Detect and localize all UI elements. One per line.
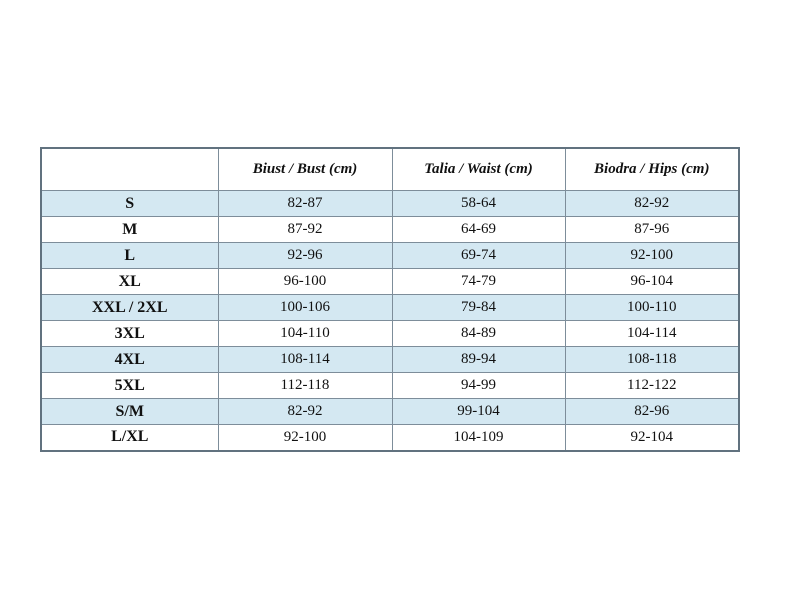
size-label-cell: 3XL xyxy=(40,320,219,347)
bust-value-cell: 100-106 xyxy=(217,294,393,321)
table-row: 3XL 104-110 84-89 104-114 xyxy=(40,320,740,347)
bust-value-cell: 96-100 xyxy=(217,268,393,295)
hips-value-cell: 100-110 xyxy=(564,294,740,321)
waist-value-cell: 79-84 xyxy=(391,294,566,321)
bust-value-cell: 82-87 xyxy=(217,190,393,217)
bust-value-cell: 82-92 xyxy=(217,398,393,425)
header-hips-cell: Biodra / Hips (cm) xyxy=(564,147,740,191)
size-label-cell: L/XL xyxy=(40,424,219,451)
size-label-cell: XL xyxy=(40,268,219,295)
size-label-cell: XXL / 2XL xyxy=(40,294,219,321)
table-row: L 92-96 69-74 92-100 xyxy=(40,242,740,269)
header-row: Biust / Bust (cm) Talia / Waist (cm) Bio… xyxy=(40,147,740,191)
waist-value-cell: 74-79 xyxy=(391,268,566,295)
size-label-cell: 4XL xyxy=(40,346,219,373)
size-chart-table: Biust / Bust (cm) Talia / Waist (cm) Bio… xyxy=(40,147,740,452)
hips-value-cell: 104-114 xyxy=(564,320,740,347)
waist-value-cell: 104-109 xyxy=(391,424,566,451)
hips-value-cell: 112-122 xyxy=(564,372,740,399)
hips-value-cell: 96-104 xyxy=(564,268,740,295)
table-row: M 87-92 64-69 87-96 xyxy=(40,216,740,243)
size-label-cell: S/M xyxy=(40,398,219,425)
waist-value-cell: 89-94 xyxy=(391,346,566,373)
hips-value-cell: 92-100 xyxy=(564,242,740,269)
table-row: L/XL 92-100 104-109 92-104 xyxy=(40,424,740,451)
bust-value-cell: 92-100 xyxy=(217,424,393,451)
size-label-cell: S xyxy=(40,190,219,217)
waist-value-cell: 64-69 xyxy=(391,216,566,243)
size-chart-header: Biust / Bust (cm) Talia / Waist (cm) Bio… xyxy=(40,147,740,191)
header-size-cell xyxy=(40,147,219,191)
bust-value-cell: 108-114 xyxy=(217,346,393,373)
hips-value-cell: 92-104 xyxy=(564,424,740,451)
hips-value-cell: 82-92 xyxy=(564,190,740,217)
bust-value-cell: 104-110 xyxy=(217,320,393,347)
table-row: XXL / 2XL 100-106 79-84 100-110 xyxy=(40,294,740,321)
header-waist-cell: Talia / Waist (cm) xyxy=(391,147,566,191)
size-label-cell: 5XL xyxy=(40,372,219,399)
bust-value-cell: 87-92 xyxy=(217,216,393,243)
size-chart: Biust / Bust (cm) Talia / Waist (cm) Bio… xyxy=(40,147,740,452)
waist-value-cell: 58-64 xyxy=(391,190,566,217)
waist-value-cell: 99-104 xyxy=(391,398,566,425)
bust-value-cell: 112-118 xyxy=(217,372,393,399)
table-row: 5XL 112-118 94-99 112-122 xyxy=(40,372,740,399)
hips-value-cell: 82-96 xyxy=(564,398,740,425)
hips-value-cell: 87-96 xyxy=(564,216,740,243)
table-row: XL 96-100 74-79 96-104 xyxy=(40,268,740,295)
header-bust-cell: Biust / Bust (cm) xyxy=(217,147,393,191)
hips-value-cell: 108-118 xyxy=(564,346,740,373)
size-chart-body: S 82-87 58-64 82-92 M 87-92 64-69 87-96 L 92-96 69… xyxy=(40,190,740,451)
waist-value-cell: 94-99 xyxy=(391,372,566,399)
size-label-cell: M xyxy=(40,216,219,243)
table-row: 4XL 108-114 89-94 108-118 xyxy=(40,346,740,373)
bust-value-cell: 92-96 xyxy=(217,242,393,269)
waist-value-cell: 84-89 xyxy=(391,320,566,347)
table-row: S/M 82-92 99-104 82-96 xyxy=(40,398,740,425)
waist-value-cell: 69-74 xyxy=(391,242,566,269)
size-label-cell: L xyxy=(40,242,219,269)
table-row: S 82-87 58-64 82-92 xyxy=(40,190,740,217)
